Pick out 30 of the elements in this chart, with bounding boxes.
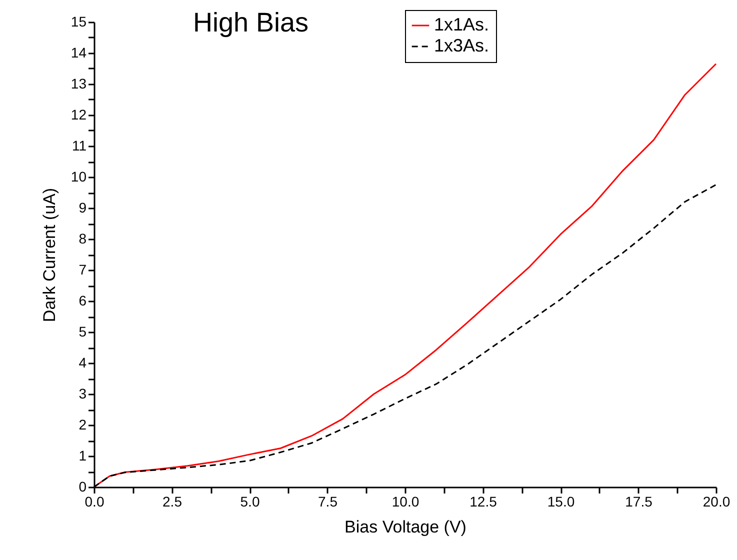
chart-title: High Bias [193,8,309,38]
y-tick-label: 6 [78,292,87,308]
y-tick-label: 9 [78,200,87,216]
x-tick-label: 7.5 [318,494,338,510]
y-tick-label: 5 [78,324,87,340]
y-tick-label: 2 [78,416,87,432]
y-tick-label: 14 [70,44,87,60]
y-tick-label: 0 [78,478,87,494]
x-axis-title: Bias Voltage (V) [344,518,466,536]
y-tick-label: 3 [78,386,87,402]
x-tick-label: 17.5 [625,494,653,510]
y-tick-label: 7 [78,262,87,278]
y-tick-label: 4 [78,354,87,370]
x-tick-label: 2.5 [162,494,182,510]
y-tick-label: 12 [70,106,87,122]
x-tick-label: 10.0 [392,494,420,510]
x-tick-label: 12.5 [470,494,498,510]
y-tick-label: 8 [78,230,87,246]
y-tick-label: 1 [78,448,87,464]
y-axis-title: Dark Current (uA) [40,188,59,322]
x-tick-label: 5.0 [240,494,260,510]
x-tick-label: 0.0 [84,494,104,510]
y-tick-label: 15 [70,14,87,30]
x-tick-label: 20.0 [702,494,730,510]
y-tick-label: 13 [70,76,87,92]
y-tick-label: 10 [70,168,87,184]
legend-label: 1x3As. [434,36,490,56]
y-tick-label: 11 [72,138,87,154]
x-tick-label: 15.0 [547,494,575,510]
legend-label: 1x1As. [434,14,490,34]
